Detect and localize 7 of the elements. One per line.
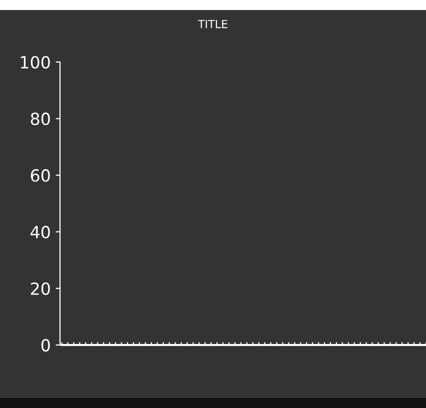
y-tick-label: 20 — [30, 282, 50, 295]
y-tick-label: 0 — [41, 338, 50, 352]
y-tick-label: 80 — [30, 112, 50, 126]
y-tick-label: 100 — [20, 56, 50, 69]
y-tick-label: 40 — [30, 226, 50, 238]
y-tick-label: 60 — [30, 169, 50, 182]
chart-title: TITLE — [198, 20, 228, 28]
